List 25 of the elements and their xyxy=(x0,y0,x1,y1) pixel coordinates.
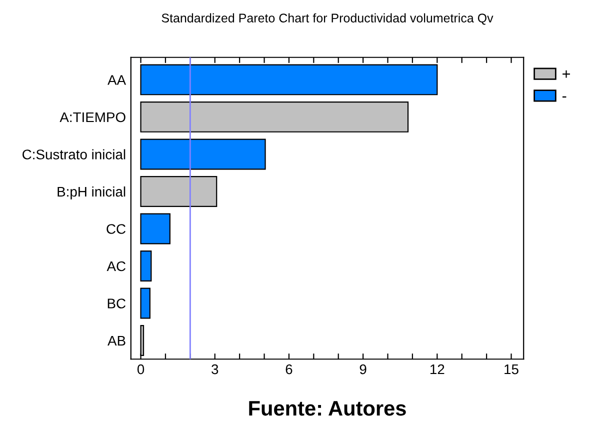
bar xyxy=(140,176,218,207)
x-tick-label: 12 xyxy=(430,364,444,374)
bar xyxy=(140,288,150,319)
legend-label: + xyxy=(562,70,570,78)
legend-label: - xyxy=(562,96,566,98)
x-tick-label: 15 xyxy=(504,364,518,374)
x-tick-label: 9 xyxy=(360,364,366,374)
bar xyxy=(140,325,144,356)
source-note: Fuente: Autores xyxy=(249,401,406,416)
x-tick-label: 0 xyxy=(137,364,144,374)
bar xyxy=(140,213,170,244)
y-tick-label: AC xyxy=(106,261,126,272)
y-tick-label: AB xyxy=(108,336,126,346)
x-tick-label: 6 xyxy=(286,364,292,374)
y-tick-label: AA xyxy=(108,75,126,85)
y-tick-label: B:pH inicial xyxy=(58,186,126,200)
bar xyxy=(140,250,152,282)
chart-title: Standardized Pareto Chart for Productividad volumetrica Qv xyxy=(162,13,494,25)
bar xyxy=(140,102,409,132)
x-tick-label: 3 xyxy=(212,364,218,374)
y-tick-label: A:TIEMPO xyxy=(60,112,126,122)
y-tick-label: BC xyxy=(108,298,126,308)
y-tick-label: C:Sustrato inicial xyxy=(22,149,126,160)
bar xyxy=(140,138,266,170)
y-tick-label: CC xyxy=(106,224,126,234)
